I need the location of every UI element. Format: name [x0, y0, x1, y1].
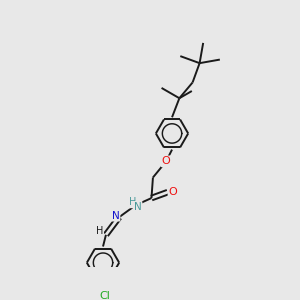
Text: H: H: [96, 226, 103, 236]
Text: N: N: [112, 211, 119, 221]
Text: Cl: Cl: [99, 291, 110, 300]
Text: H: H: [129, 197, 137, 208]
Text: N: N: [134, 202, 142, 212]
Text: O: O: [162, 156, 170, 167]
Text: O: O: [169, 187, 177, 197]
